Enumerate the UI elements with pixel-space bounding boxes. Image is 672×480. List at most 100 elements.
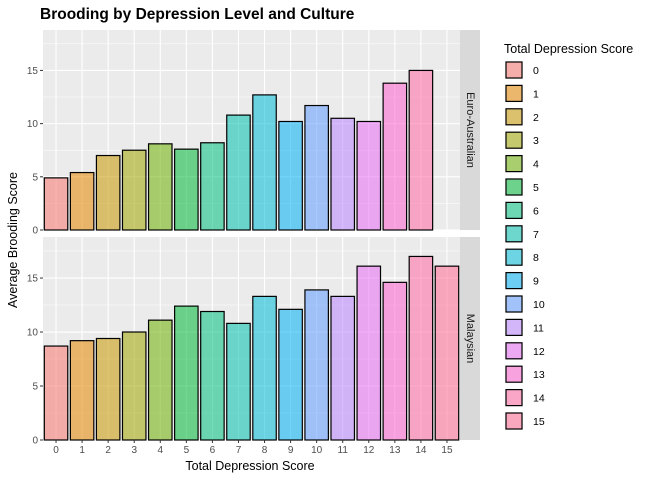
chart-title: Brooding by Depression Level and Culture xyxy=(40,6,355,23)
bar xyxy=(69,171,95,231)
legend-label: 1 xyxy=(533,88,539,100)
legend-swatch xyxy=(505,178,523,196)
legend-swatch xyxy=(505,318,523,336)
legend-label: 8 xyxy=(533,252,539,264)
bar xyxy=(304,289,329,441)
bar xyxy=(252,295,277,441)
legend-label: 7 xyxy=(533,229,539,241)
x-tick-label: 9 xyxy=(288,445,294,456)
bar xyxy=(95,154,121,231)
legend-swatch xyxy=(505,295,523,313)
legend-label: 14 xyxy=(533,393,545,405)
bar xyxy=(95,337,121,441)
y-tick-label: 10 xyxy=(27,119,39,130)
bar xyxy=(43,177,69,231)
legend-item: 8 xyxy=(505,248,539,267)
bar xyxy=(382,281,408,441)
x-tick-label: 3 xyxy=(131,445,137,456)
legend-swatch xyxy=(505,155,523,173)
y-tick-label: 10 xyxy=(27,328,39,339)
bar xyxy=(121,149,147,231)
legend-item: 5 xyxy=(505,178,539,196)
legend-swatch xyxy=(505,365,523,383)
bar xyxy=(408,255,434,441)
legend: Total Depression Score 01234567891011121… xyxy=(504,42,633,430)
x-tick-label: 11 xyxy=(338,445,349,456)
bar xyxy=(69,340,95,441)
bar xyxy=(330,295,356,441)
bar xyxy=(356,265,382,441)
legend-label: 15 xyxy=(533,416,545,428)
y-tick-label: 15 xyxy=(27,66,39,77)
legend-swatch xyxy=(505,248,523,266)
legend-item: 6 xyxy=(505,201,539,220)
x-tick-label: 2 xyxy=(105,445,111,456)
legend-item: 7 xyxy=(505,224,539,243)
x-tick-label: 14 xyxy=(415,445,427,456)
bar xyxy=(356,120,382,231)
bar xyxy=(147,143,173,231)
legend-item: 14 xyxy=(505,388,545,407)
legend-item: 2 xyxy=(505,107,539,126)
legend-swatch xyxy=(505,84,523,103)
x-axis-title: Total Depression Score xyxy=(185,459,314,473)
legend-label: 2 xyxy=(533,112,539,124)
legend-swatch xyxy=(505,201,523,219)
legend-label: 5 xyxy=(533,182,539,194)
legend-swatch xyxy=(505,108,523,126)
legend-swatch xyxy=(505,61,523,79)
legend-swatch xyxy=(505,131,523,149)
legend-item: 9 xyxy=(505,271,539,290)
legend-label: 4 xyxy=(533,159,539,171)
x-tick-label: 4 xyxy=(158,445,164,456)
x-tick-label: 7 xyxy=(236,445,242,456)
legend-swatch xyxy=(505,389,523,407)
x-tick-label: 8 xyxy=(262,445,268,456)
legend-label: 6 xyxy=(533,205,539,217)
x-tick-label: 13 xyxy=(389,445,401,456)
legend-item: 3 xyxy=(505,131,539,150)
y-tick-label: 5 xyxy=(32,382,38,393)
legend-item: 12 xyxy=(505,341,545,360)
legend-item: 13 xyxy=(505,365,545,384)
bar xyxy=(174,148,199,231)
legend-swatch xyxy=(505,342,523,360)
x-tick-label: 1 xyxy=(79,445,85,456)
bar xyxy=(382,82,408,231)
facet-strip xyxy=(460,237,480,440)
x-tick-label: 10 xyxy=(311,445,323,456)
y-tick-label: 0 xyxy=(32,226,38,237)
legend-item: 4 xyxy=(505,154,539,173)
y-tick-label: 15 xyxy=(27,274,39,285)
facet-strip-label: Malaysian xyxy=(464,314,476,364)
bar xyxy=(226,114,251,231)
legend-swatch xyxy=(505,272,523,290)
legend-item: 15 xyxy=(505,412,545,430)
bar xyxy=(252,94,277,231)
facet-panel: 0 5 10 15 Malaysian xyxy=(27,237,480,447)
legend-item: 10 xyxy=(505,295,545,313)
y-tick-label: 5 xyxy=(32,172,38,183)
bar xyxy=(278,308,303,441)
bar xyxy=(434,265,460,441)
bar xyxy=(304,104,329,231)
x-tick-label: 5 xyxy=(184,445,190,456)
bar xyxy=(43,345,69,441)
bar xyxy=(226,322,251,441)
legend-label: 3 xyxy=(533,135,539,147)
bar xyxy=(278,120,303,231)
legend-label: 9 xyxy=(533,276,539,288)
x-tick-label: 6 xyxy=(210,445,216,456)
bar xyxy=(200,142,225,231)
facet-strip-label: Euro-Australian xyxy=(464,92,476,168)
legend-label: 11 xyxy=(533,322,544,334)
y-axis-title: Average Brooding Score xyxy=(6,172,20,308)
legend-swatch xyxy=(505,412,523,430)
bar xyxy=(330,117,356,231)
legend-item: 0 xyxy=(505,61,539,79)
bar xyxy=(200,310,225,441)
bar xyxy=(121,331,147,441)
x-tick-label: 0 xyxy=(53,445,59,456)
